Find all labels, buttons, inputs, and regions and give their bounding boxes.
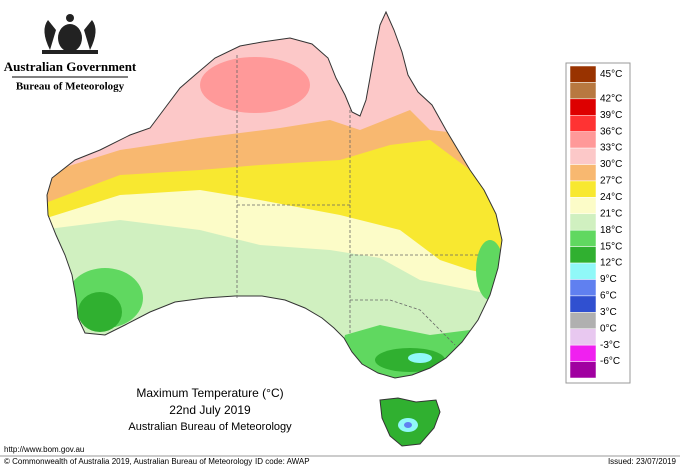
legend-label: 27°C: [600, 176, 622, 187]
legend-swatch: [569, 344, 597, 362]
legend-label: 36°C: [600, 126, 622, 137]
legend-label: 15°C: [600, 241, 622, 252]
legend-label: 9°C: [600, 274, 617, 285]
copyright: © Commonwealth of Australia 2019, Austra…: [4, 457, 252, 466]
id-code: ID code: AWAP: [255, 457, 310, 466]
legend-swatch: [569, 197, 597, 215]
website-url: http://www.bom.gov.au: [4, 445, 84, 454]
legend-swatch: [569, 262, 597, 280]
agency-name: Bureau of Meteorology: [16, 81, 125, 93]
legend-label: 39°C: [600, 110, 622, 121]
legend-label: 3°C: [600, 307, 617, 318]
legend-label: 21°C: [600, 208, 622, 219]
legend-swatch: [569, 295, 597, 313]
coastline: [46, 10, 503, 379]
legend-swatch: [569, 65, 597, 83]
legend-swatch: [569, 279, 597, 297]
legend-label: 33°C: [600, 143, 622, 154]
legend-swatch: [569, 213, 597, 231]
coat-of-arms: [42, 14, 98, 54]
legend-label: -3°C: [600, 340, 620, 351]
state-borders: [236, 55, 478, 346]
legend-label: 0°C: [600, 323, 617, 334]
legend-label: 30°C: [600, 159, 622, 170]
legend-label: 6°C: [600, 291, 617, 302]
legend-swatch: [569, 229, 597, 247]
issued-date: Issued: 23/07/2019: [608, 457, 677, 466]
legend-swatch: [569, 312, 597, 329]
map-date: 22nd July 2019: [169, 403, 251, 417]
legend-swatch: [569, 246, 597, 264]
legend-swatch: [569, 164, 597, 182]
legend-label: 45°C: [600, 69, 622, 80]
legend: 45°C 42°C 39°C 36°C 33°C 30°C 27°C 24°C 21°C 18°C…: [569, 65, 622, 379]
legend-label: 12°C: [600, 258, 622, 269]
tasmania-map: [380, 398, 440, 446]
map-source: Australian Bureau of Meteorology: [128, 421, 292, 433]
legend-label: 42°C: [600, 93, 622, 104]
legend-swatch: [569, 180, 597, 198]
legend-swatch: [569, 131, 597, 149]
legend-swatch: [569, 328, 597, 346]
legend-swatch: [569, 98, 597, 116]
legend-label: 18°C: [600, 225, 622, 236]
legend-label: 24°C: [600, 192, 622, 203]
tasmania-coastline: [379, 397, 441, 447]
legend-swatch: [569, 115, 597, 132]
legend-swatch: [569, 82, 597, 100]
government-name: Australian Government: [4, 59, 137, 74]
legend-swatch: [569, 361, 597, 379]
legend-swatch: [569, 147, 597, 165]
map-title: Maximum Temperature (°C): [136, 386, 283, 400]
legend-label: -6°C: [600, 356, 620, 367]
